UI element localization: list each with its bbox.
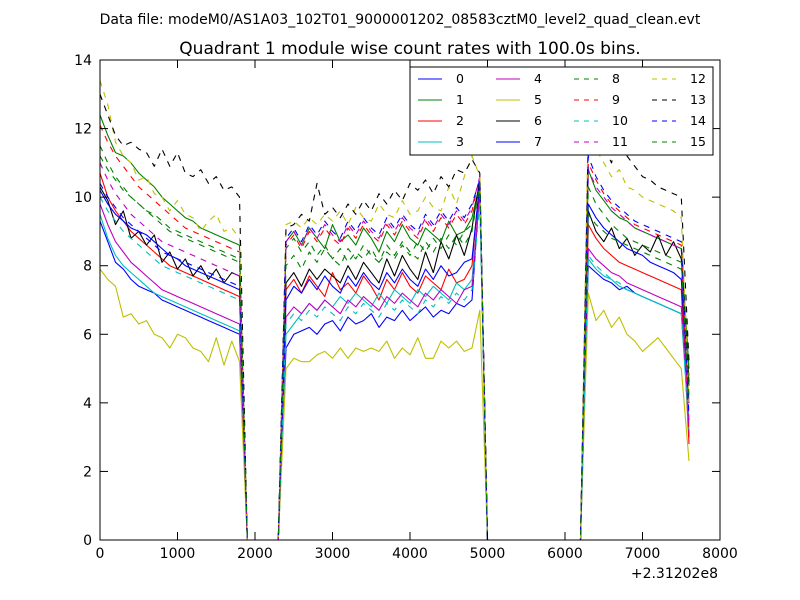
- series-line-5: [100, 268, 690, 540]
- series-line-1: [100, 114, 690, 540]
- series-line-7: [100, 182, 690, 540]
- series-line-15: [100, 145, 690, 540]
- x-offset-label: +2.31202e8: [631, 566, 718, 582]
- y-tick-label: 10: [74, 190, 92, 206]
- legend-label: 2: [456, 113, 464, 128]
- series-line-3: [100, 196, 690, 540]
- x-tick-label: 0: [96, 546, 105, 562]
- legend-box: [409, 66, 714, 156]
- axis-ticks: 0 1000 2000 3000 4000 5000 6000 7000 80000246810…: [74, 53, 738, 562]
- y-tick-label: 14: [74, 53, 92, 69]
- x-tick-label: 7000: [625, 546, 661, 562]
- legend-label: 12: [690, 71, 706, 86]
- legend-label: 4: [534, 71, 542, 86]
- series-line-13: [100, 94, 690, 540]
- legend-label: 1: [456, 92, 464, 107]
- legend-label: 14: [690, 113, 706, 128]
- series-line-14: [100, 155, 690, 540]
- legend-label: 13: [690, 92, 706, 107]
- series-line-8: [100, 155, 690, 540]
- series-line-0: [100, 186, 690, 540]
- x-tick-label: 8000: [702, 546, 738, 562]
- legend-label: 5: [534, 92, 542, 107]
- figure-suptitle: Data file: modeM0/AS1A03_102T01_90000012…: [100, 12, 701, 28]
- y-tick-label: 4: [83, 396, 92, 412]
- series-line-10: [100, 196, 690, 540]
- legend-label: 9: [612, 92, 620, 107]
- x-tick-label: 4000: [392, 546, 428, 562]
- series-line-2: [100, 172, 690, 540]
- x-tick-label: 5000: [470, 546, 506, 562]
- legend-label: 10: [612, 113, 628, 128]
- series-layer: [100, 80, 690, 540]
- y-tick-label: 8: [83, 259, 92, 275]
- chart-title: Quadrant 1 module wise count rates with …: [179, 39, 640, 59]
- y-tick-label: 6: [83, 327, 92, 343]
- legend-label: 3: [456, 134, 464, 149]
- legend-label: 11: [612, 134, 628, 149]
- x-tick-label: 6000: [547, 546, 583, 562]
- legend-label: 7: [534, 134, 542, 149]
- legend-label: 6: [534, 113, 542, 128]
- x-tick-label: 1000: [160, 546, 196, 562]
- series-line-4: [100, 189, 690, 540]
- x-tick-label: 3000: [315, 546, 351, 562]
- series-line-9: [100, 124, 690, 540]
- series-line-6: [100, 179, 690, 540]
- y-tick-label: 12: [74, 122, 92, 138]
- x-tick-label: 2000: [237, 546, 273, 562]
- y-tick-label: 2: [83, 464, 92, 480]
- legend-label: 8: [612, 71, 620, 86]
- y-tick-label: 0: [83, 533, 92, 549]
- legend-label: 0: [456, 71, 464, 86]
- legend-label: 15: [690, 134, 706, 149]
